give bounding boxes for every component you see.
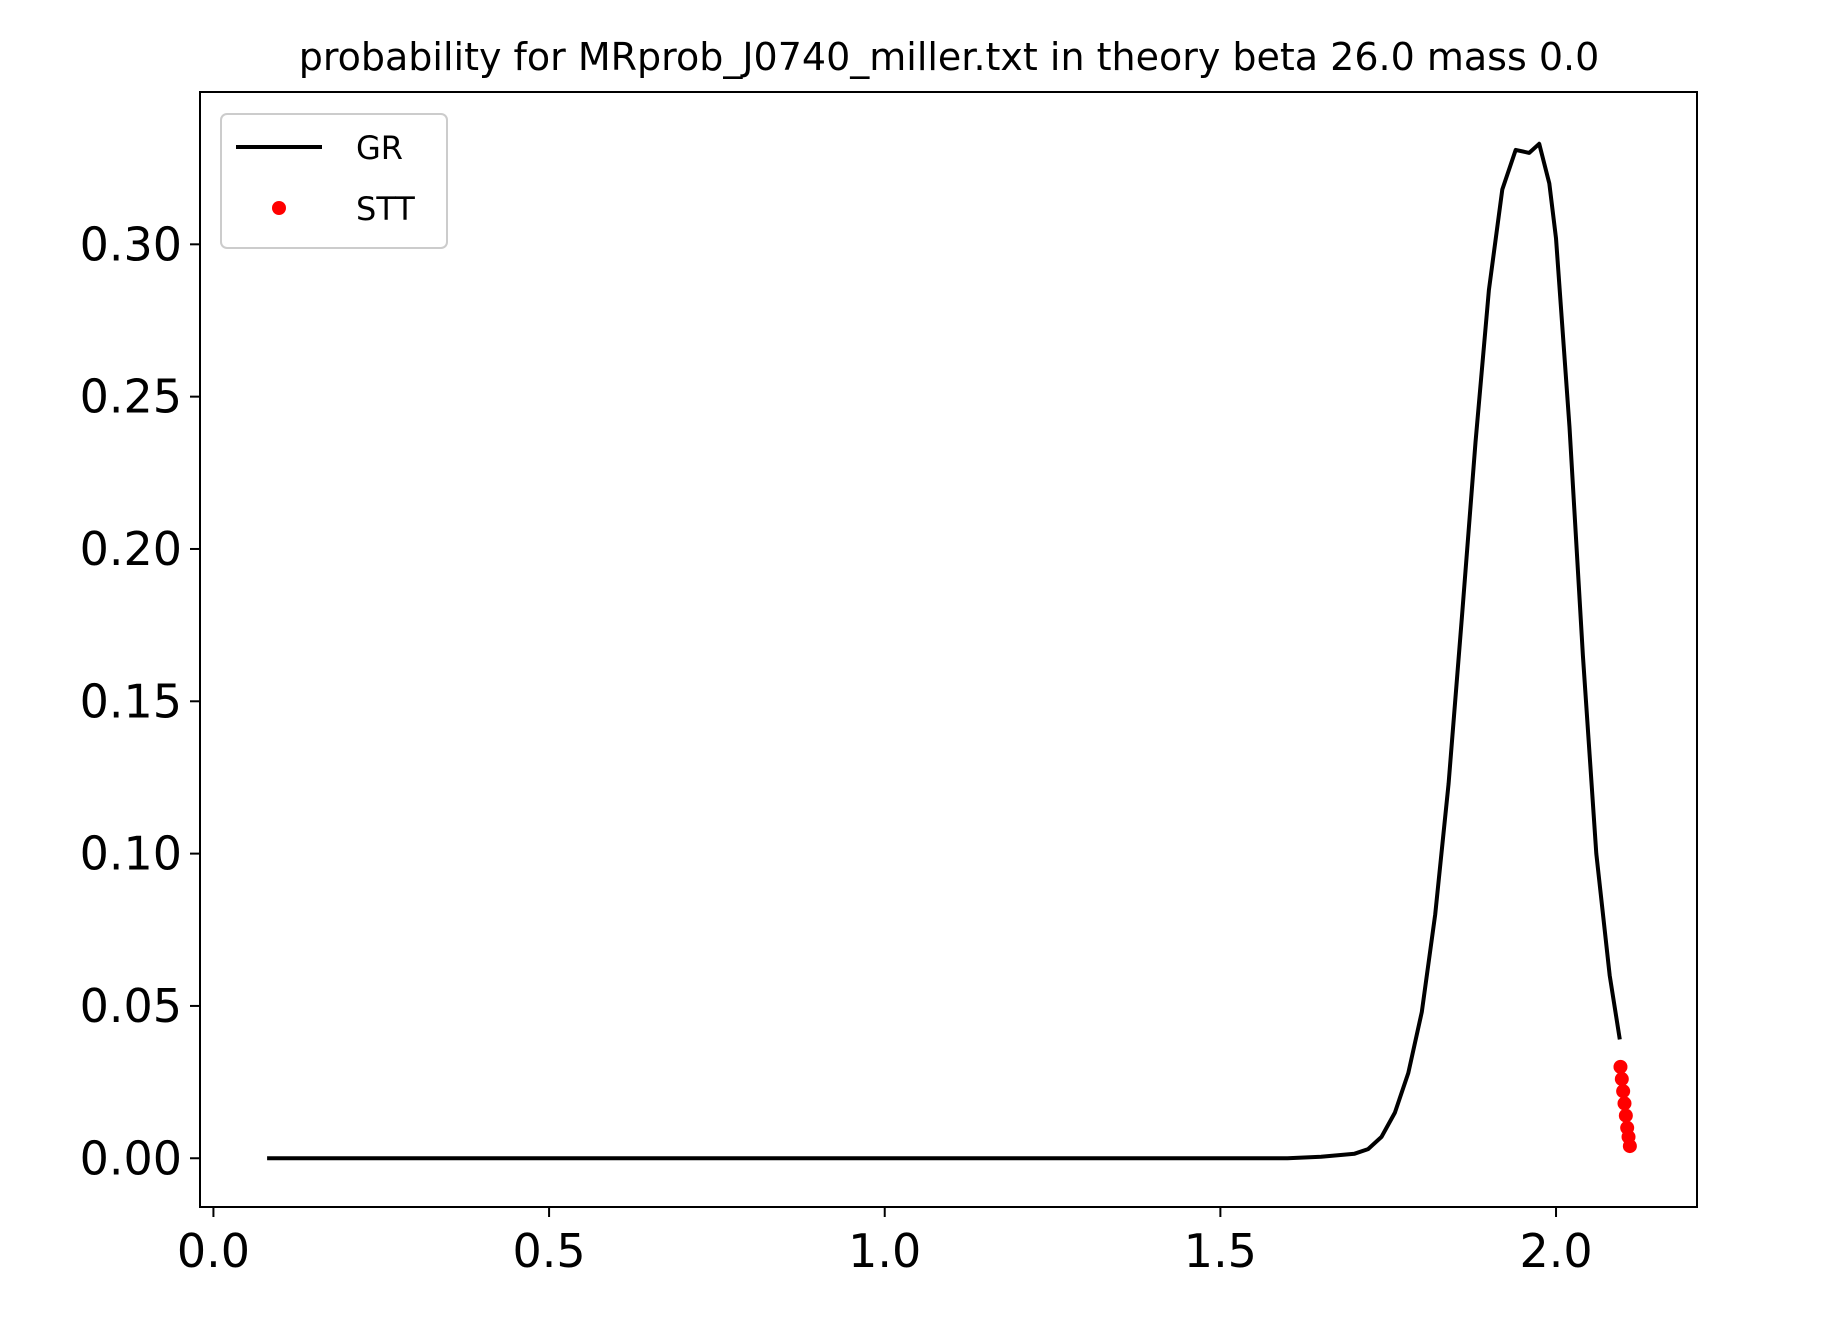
- legend-swatch-stt: [272, 201, 286, 215]
- stt-point: [1613, 1059, 1628, 1074]
- series-line-gr: [267, 141, 1622, 1161]
- stt-point: [1622, 1139, 1637, 1154]
- x-tick-label: 1.5: [1184, 1224, 1257, 1278]
- y-tick-label: 0.10: [80, 827, 182, 881]
- stt-point: [1614, 1072, 1629, 1087]
- stt-point: [1617, 1096, 1632, 1111]
- y-tick-label: 0.05: [80, 979, 182, 1033]
- y-tick-label: 0.25: [80, 370, 182, 424]
- x-tick-label: 1.0: [848, 1224, 921, 1278]
- x-tick-label: 2.0: [1519, 1224, 1592, 1278]
- plot-area: [267, 141, 1637, 1161]
- plot-frame: [199, 91, 1698, 1208]
- axes: 0.0 0.5 1.0 1.5 2.0 0.00 0.05 0.10 0.15 0.20 0.25 0…: [80, 217, 1593, 1278]
- y-tick-label: 0.20: [80, 522, 182, 576]
- legend: GR STT: [220, 113, 448, 249]
- legend-label-gr: GR: [356, 129, 403, 167]
- y-tick-label: 0.15: [80, 674, 182, 728]
- stt-point: [1616, 1084, 1631, 1099]
- y-tick-label: 0.30: [80, 217, 182, 271]
- chart-title: probability for MRprob_J0740_miller.txt …: [299, 35, 1600, 79]
- stt-point: [1618, 1108, 1633, 1123]
- y-tick-label: 0.00: [80, 1131, 182, 1185]
- x-tick-label: 0.5: [512, 1224, 585, 1278]
- x-tick-label: 0.0: [177, 1224, 250, 1278]
- legend-label-stt: STT: [356, 190, 415, 228]
